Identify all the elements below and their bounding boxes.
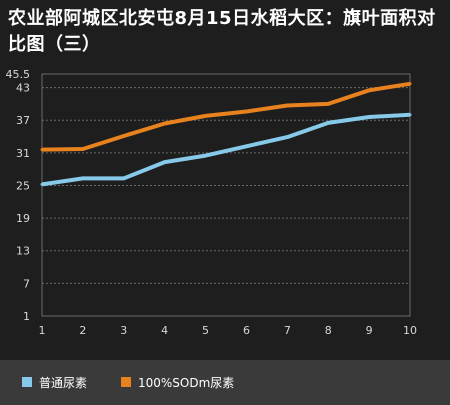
series-1-point <box>122 176 126 180</box>
series-1-point <box>244 144 248 148</box>
series-2-point <box>122 134 126 138</box>
series-line-1[interactable] <box>41 112 411 187</box>
x-tick-label: 5 <box>202 324 209 337</box>
legend: 普通尿素 100%SODm尿素 <box>0 360 450 405</box>
x-tick-label: 7 <box>284 324 291 337</box>
x-tick-label: 3 <box>120 324 127 337</box>
series-layer <box>40 81 412 187</box>
series-2-point <box>244 110 248 114</box>
series-2-point <box>326 102 330 106</box>
series-1-point <box>40 182 44 186</box>
legend-swatch-series-2 <box>121 377 131 387</box>
y-tick-label: 1 <box>23 310 30 323</box>
y-tick-label: 31 <box>16 147 30 160</box>
y-tick-label: 45.5 <box>6 68 31 81</box>
series-2-point <box>285 104 289 108</box>
series-1-point <box>163 160 167 164</box>
y-tick-label: 19 <box>16 212 30 225</box>
x-tick-label: 1 <box>39 324 46 337</box>
legend-item-series-2[interactable]: 100%SODm尿素 <box>121 372 234 392</box>
series-1-point <box>81 176 85 180</box>
series-1-point <box>285 135 289 139</box>
legend-label-series-1: 普通尿素 <box>39 375 88 390</box>
y-tick-label: 43 <box>16 82 30 95</box>
legend-item-series-1[interactable]: 普通尿素 <box>22 372 87 392</box>
series-1-point <box>367 115 371 119</box>
x-tick-label: 10 <box>403 324 417 337</box>
y-tick-label: 37 <box>16 114 30 127</box>
series-2-point <box>204 114 208 118</box>
series-1-point <box>326 121 330 125</box>
x-tick-label: 8 <box>325 324 332 337</box>
series-2-point <box>408 82 412 86</box>
series-2-point <box>163 121 167 125</box>
series-2-point <box>367 88 371 92</box>
chart-title: 农业部阿城区北安屯8月15日水稻大区：旗叶面积对比图（三） <box>8 8 436 55</box>
plot-border <box>41 73 411 317</box>
y-tick-label: 25 <box>16 179 30 192</box>
x-tick-labels: 1 2 3 4 5 6 7 8 9 10 <box>39 324 418 337</box>
legend-label-series-2: 100%SODm尿素 <box>138 375 235 390</box>
y-tick-label: 7 <box>23 277 30 290</box>
x-tick-label: 2 <box>79 324 86 337</box>
series-1-point <box>408 113 412 117</box>
series-1-point <box>204 154 208 158</box>
legend-swatch-series-1 <box>22 377 32 387</box>
series-line-2[interactable] <box>41 81 411 152</box>
grid-layer <box>41 73 411 317</box>
y-tick-label: 13 <box>16 245 30 258</box>
x-tick-label: 4 <box>161 324 168 337</box>
series-2-point <box>40 148 44 152</box>
series-2-point <box>81 147 85 151</box>
x-tick-label: 9 <box>366 324 373 337</box>
x-tick-label: 6 <box>243 324 250 337</box>
